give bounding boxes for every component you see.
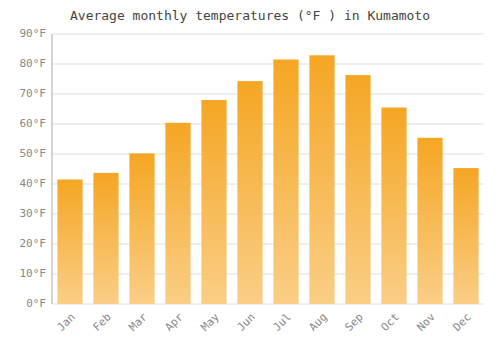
y-tick-label: 60°F (20, 117, 47, 130)
bar (57, 180, 82, 305)
x-tick-label: Jan (55, 311, 78, 334)
x-tick-label: Jun (235, 311, 258, 334)
y-tick-label: 10°F (20, 267, 47, 280)
y-tick-label: 30°F (20, 207, 47, 220)
y-tick-label: 70°F (20, 87, 47, 100)
x-tick-label: Oct (379, 311, 402, 334)
chart-container: Average monthly temperatures (°F ) in Ku… (0, 0, 500, 350)
x-tick-label: Nov (415, 310, 439, 334)
grid-line (52, 124, 484, 125)
bar (237, 81, 262, 304)
x-tick-label: Apr (163, 310, 187, 334)
y-grid (52, 34, 484, 304)
x-tick-label: Dec (451, 311, 474, 334)
grid-line (52, 64, 484, 65)
bar (201, 100, 226, 304)
x-tick-label: May (199, 310, 223, 334)
x-tick-label: Mar (127, 310, 151, 334)
bar (345, 75, 370, 304)
y-tick-label: 0°F (26, 297, 46, 310)
chart-svg: Average monthly temperatures (°F ) in Ku… (0, 0, 500, 350)
y-tick-label: 50°F (20, 147, 47, 160)
y-tick-label: 20°F (20, 237, 47, 250)
y-axis-line (52, 34, 53, 304)
bar (273, 60, 298, 305)
bar (309, 55, 334, 304)
x-tick-label: Feb (91, 311, 114, 334)
bar (93, 173, 118, 304)
bar (129, 153, 154, 304)
bar (417, 138, 442, 304)
x-tick-label: Sep (343, 311, 366, 334)
bars (57, 55, 478, 304)
chart-title: Average monthly temperatures (°F ) in Ku… (70, 8, 430, 23)
bar (381, 108, 406, 305)
bar (165, 123, 190, 304)
y-tick-label: 90°F (20, 27, 47, 40)
y-tick-label: 40°F (20, 177, 47, 190)
grid-line (52, 94, 484, 95)
y-tick-label: 80°F (20, 57, 47, 70)
x-tick-label: Aug (307, 311, 330, 334)
x-tick-label: Jul (271, 311, 294, 334)
grid-line (52, 34, 484, 35)
bar (453, 168, 478, 304)
